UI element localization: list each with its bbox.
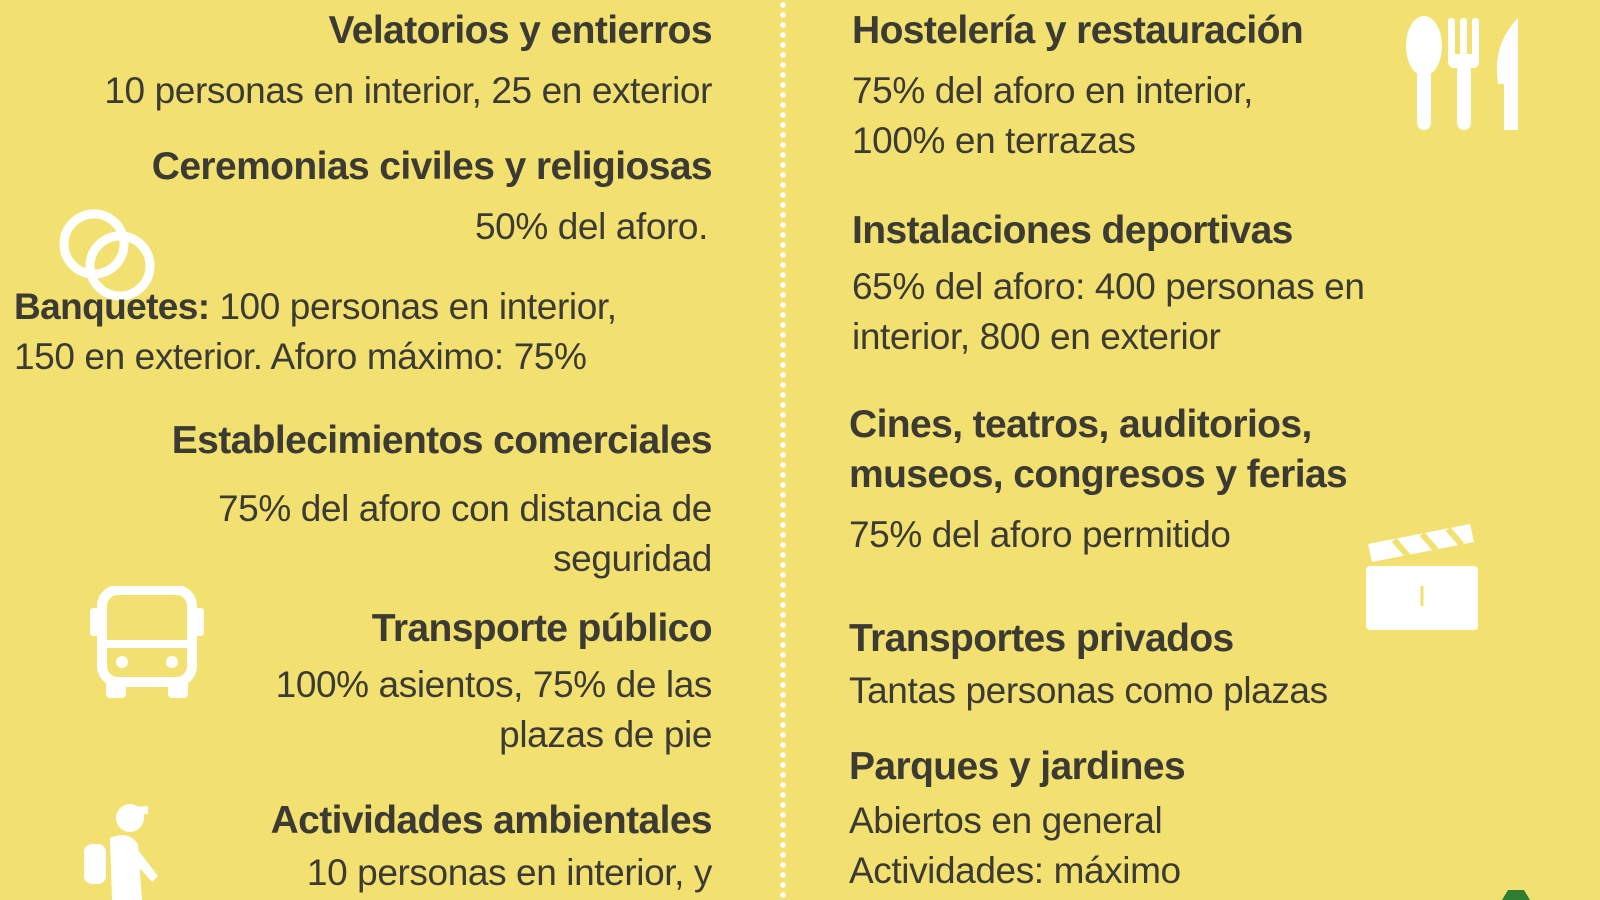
column-divider bbox=[779, 0, 787, 900]
section-title: Hostelería y restauración bbox=[852, 9, 1304, 52]
section-text: Actividades: máximo bbox=[849, 850, 1181, 891]
section-text: 100% en terrazas bbox=[852, 120, 1136, 161]
bus-icon bbox=[90, 586, 204, 698]
section-text: Banquetes: 100 personas en interior, bbox=[14, 286, 617, 327]
clapperboard-icon bbox=[1366, 524, 1478, 630]
hiker-icon bbox=[84, 804, 158, 900]
section-title: Parques y jardines bbox=[849, 745, 1186, 788]
section-title: Ceremonias civiles y religiosas bbox=[151, 145, 713, 188]
section-title: Establecimientos comerciales bbox=[171, 419, 713, 462]
section-text: 150 en exterior. Aforo máximo: 75% bbox=[14, 336, 587, 377]
section-text: interior, 800 en exterior bbox=[852, 316, 1221, 357]
section-title: Actividades ambientales bbox=[270, 799, 713, 842]
logo-shape bbox=[1502, 890, 1530, 900]
section-text: 10 personas en interior, 25 en exterior bbox=[104, 70, 712, 111]
section-text: 75% del aforo en interior, bbox=[852, 70, 1253, 111]
section-title: museos, congresos y ferias bbox=[849, 453, 1348, 496]
section-title: Transportes privados bbox=[849, 617, 1234, 660]
section-text: 10 personas en interior, y bbox=[306, 852, 712, 893]
section-text: 50% del aforo. bbox=[474, 206, 708, 247]
section-text: 75% del aforo con distancia de bbox=[217, 488, 712, 529]
wedding-rings-icon bbox=[59, 209, 155, 301]
section-text: 75% del aforo permitido bbox=[849, 514, 1231, 555]
section-title: Transporte público bbox=[371, 607, 713, 650]
section-text: seguridad bbox=[553, 538, 712, 579]
section-text: plazas de pie bbox=[499, 714, 712, 755]
section-text: Tantas personas como plazas bbox=[849, 670, 1328, 711]
section-text: 100% asientos, 75% de las bbox=[275, 664, 713, 705]
section-text: Abiertos en general bbox=[849, 800, 1163, 841]
section-title: Banquetes: bbox=[14, 286, 210, 327]
section-text: 65% del aforo: 400 personas en bbox=[852, 266, 1365, 307]
section-title: Velatorios y entierros bbox=[328, 9, 713, 52]
section-title: Cines, teatros, auditorios, bbox=[849, 403, 1312, 446]
cutlery-icon bbox=[1406, 16, 1518, 130]
section-title: Instalaciones deportivas bbox=[852, 209, 1293, 252]
